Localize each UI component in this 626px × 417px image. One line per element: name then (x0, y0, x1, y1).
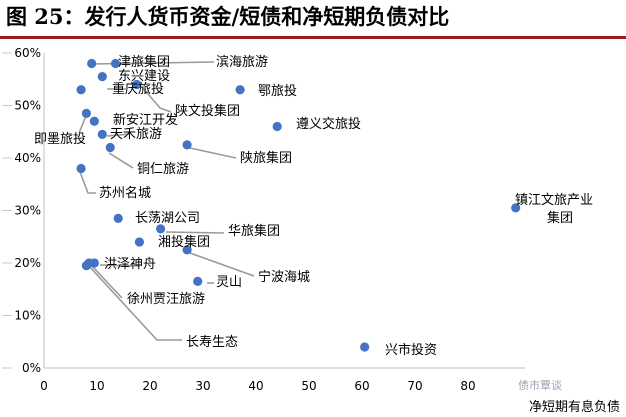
point-label: 重庆旅投 (112, 81, 164, 97)
y-tick-label: 50% (14, 99, 41, 113)
data-point (87, 58, 97, 69)
data-point (272, 121, 282, 132)
point-label: 陕文投集团 (175, 103, 240, 119)
callout-line (79, 171, 96, 194)
x-tick-label: 40 (248, 379, 263, 393)
data-point (97, 129, 107, 139)
callout-line (91, 265, 123, 299)
point-label: 即墨旅投 (34, 131, 86, 147)
watermark: 债市覃谈 (518, 379, 562, 392)
point-label: 湘投集团 (158, 234, 210, 250)
data-point (89, 116, 99, 126)
point-label: 新安江开发 (113, 112, 178, 128)
point-label: 集团 (547, 210, 573, 226)
point-label: 东兴建设 (118, 69, 170, 84)
y-tick-label: 40% (14, 151, 41, 165)
data-point (182, 245, 192, 255)
x-tick-label: 50 (301, 379, 316, 393)
point-label: 华旅集团 (228, 223, 280, 239)
data-point (105, 142, 115, 153)
data-point (132, 79, 142, 90)
callout-line (165, 231, 225, 234)
x-tick-label: 30 (195, 379, 210, 393)
data-point (156, 224, 166, 234)
data-points (76, 58, 521, 352)
point-label: 兴市投资 (385, 342, 437, 358)
y-tick-label: 20% (14, 256, 41, 270)
data-point (110, 58, 121, 69)
callout-line (99, 264, 141, 267)
data-point (76, 163, 86, 174)
title-rule (0, 36, 626, 39)
y-tick-label: 30% (14, 204, 41, 218)
point-label: 津旅集团 (118, 54, 170, 70)
point-label: 天禾旅游 (110, 127, 162, 142)
data-point (360, 342, 370, 352)
callout-line (189, 252, 255, 277)
point-label: 镇江文旅产业 (515, 193, 593, 208)
point-label: 鄂旅投 (258, 83, 297, 99)
point-label: 铜仁旅游 (137, 162, 189, 177)
callout-line (141, 86, 172, 113)
x-tick-label: 70 (407, 379, 422, 393)
data-point (89, 258, 99, 268)
x-tick-label: 0 (40, 379, 48, 393)
point-label: 灵山 (216, 275, 242, 290)
callout-line (87, 264, 182, 341)
callout-line (78, 115, 87, 134)
figure-title: 图 25：发行人货币资金/短债和净短期负债对比 (6, 4, 450, 29)
point-label: 宁波海城 (258, 269, 310, 285)
chart-axes: 0% 10% 20% 30% 40% 50% 60% 0 10 20 30 40 50 60 70 80 (2, 46, 525, 393)
data-point (76, 85, 86, 95)
point-label: 陕旅集团 (240, 150, 292, 166)
point-label: 徐州贾汪旅游 (127, 292, 205, 307)
data-point (97, 72, 107, 82)
data-point (81, 108, 91, 118)
y-tick-label: 0% (22, 361, 41, 375)
x-axis-label: 净短期有息负债 (529, 399, 620, 415)
point-label: 苏州名城 (99, 185, 151, 201)
x-tick-label: 60 (354, 379, 369, 393)
data-point (81, 261, 91, 271)
data-point (235, 85, 245, 95)
y-tick-label: 60% (14, 46, 41, 60)
data-point (182, 140, 192, 150)
data-point (113, 213, 123, 223)
point-label: 滨海旅游 (216, 54, 268, 70)
x-tick-label: 10 (89, 379, 104, 393)
point-label: 洪泽神舟 (104, 257, 156, 272)
point-label: 遵义交旅投 (296, 116, 361, 132)
callout-line (106, 133, 131, 137)
point-label: 长寿生态 (186, 335, 238, 350)
x-tick-label: 80 (460, 379, 475, 393)
callout-line (189, 147, 237, 159)
data-point (134, 237, 144, 247)
data-point (193, 276, 203, 286)
point-label: 长荡湖公司 (135, 211, 200, 226)
y-tick-label: 10% (14, 309, 41, 323)
x-tick-label: 20 (142, 379, 157, 393)
callout-line (108, 152, 134, 169)
data-point (511, 203, 521, 213)
